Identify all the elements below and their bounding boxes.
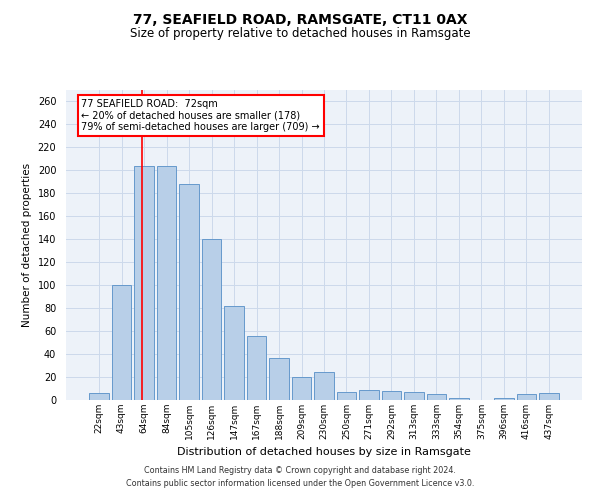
Bar	[202, 240, 221, 400]
Bar	[89, 393, 109, 400]
X-axis label: Distribution of detached houses by size in Ramsgate: Distribution of detached houses by size …	[177, 448, 471, 458]
Bar	[179, 184, 199, 400]
Y-axis label: Number of detached properties: Number of detached properties	[22, 163, 32, 327]
Bar	[517, 394, 536, 400]
Bar	[224, 306, 244, 400]
Bar	[494, 398, 514, 400]
Bar	[539, 393, 559, 400]
Text: 77, SEAFIELD ROAD, RAMSGATE, CT11 0AX: 77, SEAFIELD ROAD, RAMSGATE, CT11 0AX	[133, 12, 467, 26]
Text: 77 SEAFIELD ROAD:  72sqm
← 20% of detached houses are smaller (178)
79% of semi-: 77 SEAFIELD ROAD: 72sqm ← 20% of detache…	[82, 100, 320, 132]
Text: Size of property relative to detached houses in Ramsgate: Size of property relative to detached ho…	[130, 28, 470, 40]
Bar	[157, 166, 176, 400]
Bar	[292, 377, 311, 400]
Bar	[359, 390, 379, 400]
Bar	[404, 392, 424, 400]
Bar	[427, 394, 446, 400]
Text: Contains HM Land Registry data © Crown copyright and database right 2024.
Contai: Contains HM Land Registry data © Crown c…	[126, 466, 474, 487]
Bar	[449, 398, 469, 400]
Bar	[134, 166, 154, 400]
Bar	[337, 392, 356, 400]
Bar	[382, 391, 401, 400]
Bar	[247, 336, 266, 400]
Bar	[112, 285, 131, 400]
Bar	[269, 358, 289, 400]
Bar	[314, 372, 334, 400]
